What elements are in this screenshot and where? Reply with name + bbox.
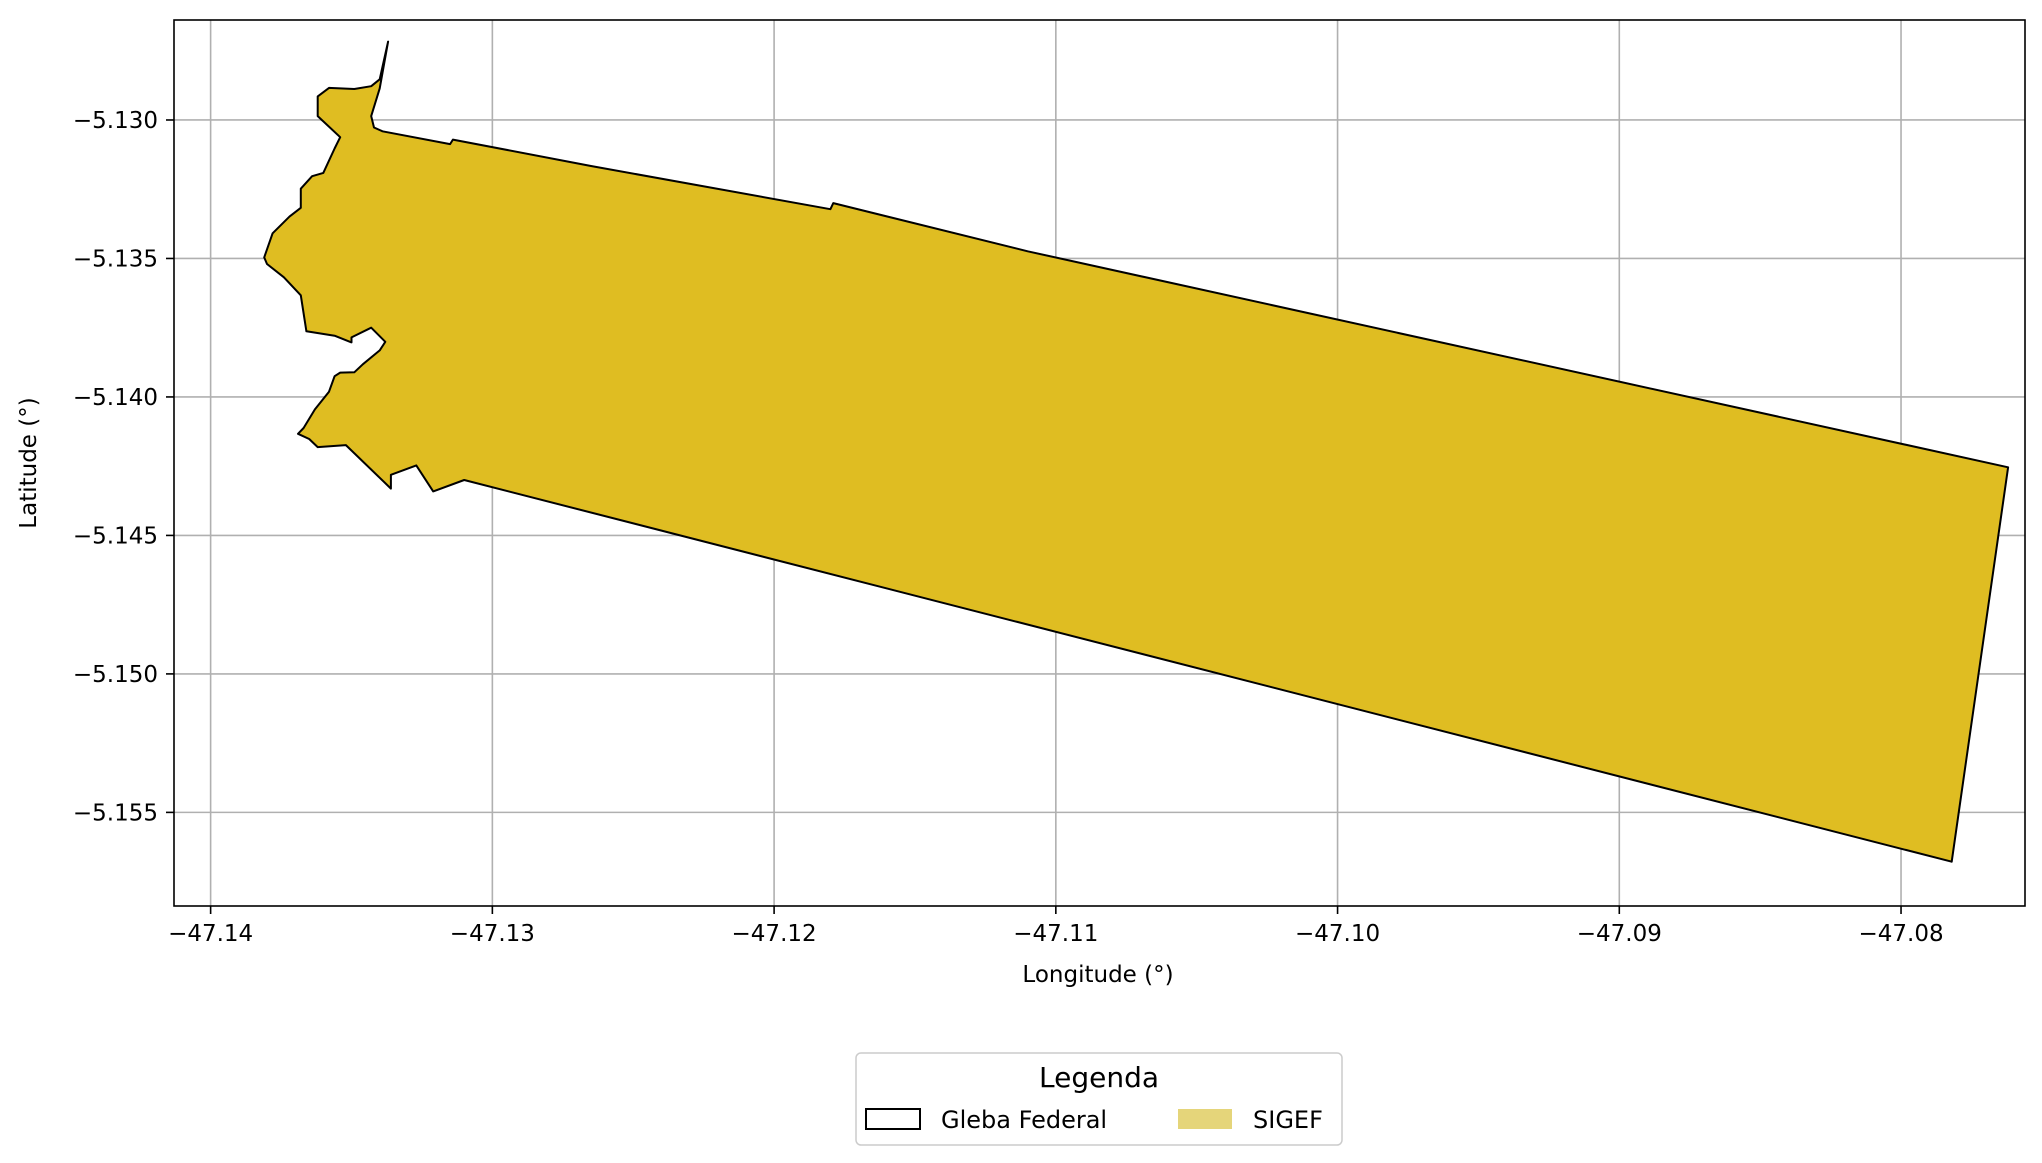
x-tick-label: −47.10: [1295, 921, 1380, 947]
polygon-sigef: [263, 40, 2010, 863]
x-tick-label: −47.08: [1858, 921, 1943, 947]
legend-swatch-sigef: [1178, 1109, 1232, 1129]
y-axis-ticks: −5.130 −5.135 −5.140 −5.145 −5.150 −5.155: [73, 108, 174, 826]
x-tick-label: −47.12: [732, 921, 817, 947]
x-tick-label: −47.13: [450, 921, 535, 947]
legend: Legenda Gleba Federal SIGEF: [855, 1052, 1343, 1146]
y-axis-label: Latitude (°): [16, 397, 42, 528]
map-layers: [263, 40, 2010, 863]
x-axis-label: Longitude (°): [1022, 962, 1173, 988]
y-tick-label: −5.150: [73, 662, 158, 688]
x-tick-label: −47.14: [168, 921, 253, 947]
x-tick-label: −47.11: [1013, 921, 1098, 947]
y-tick-label: −5.145: [73, 523, 158, 549]
legend-label-sigef: SIGEF: [1253, 1106, 1323, 1134]
axes-frame: [173, 19, 2026, 907]
x-axis-ticks: −47.14 −47.13 −47.12 −47.11 −47.10 −47.09 −47.…: [168, 906, 1944, 947]
legend-label-gleba-federal: Gleba Federal: [941, 1106, 1107, 1134]
y-tick-label: −5.140: [73, 385, 158, 411]
legend-title: Legenda: [1039, 1061, 1159, 1094]
x-tick-label: −47.09: [1577, 921, 1662, 947]
legend-swatch-gleba-federal: [865, 1108, 921, 1130]
y-tick-label: −5.135: [73, 246, 158, 272]
y-tick-label: −5.155: [73, 800, 158, 826]
y-tick-label: −5.130: [73, 108, 158, 134]
